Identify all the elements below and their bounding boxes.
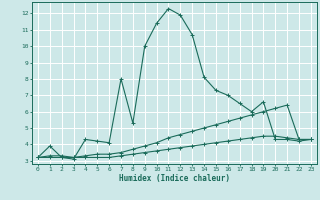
X-axis label: Humidex (Indice chaleur): Humidex (Indice chaleur) bbox=[119, 174, 230, 183]
